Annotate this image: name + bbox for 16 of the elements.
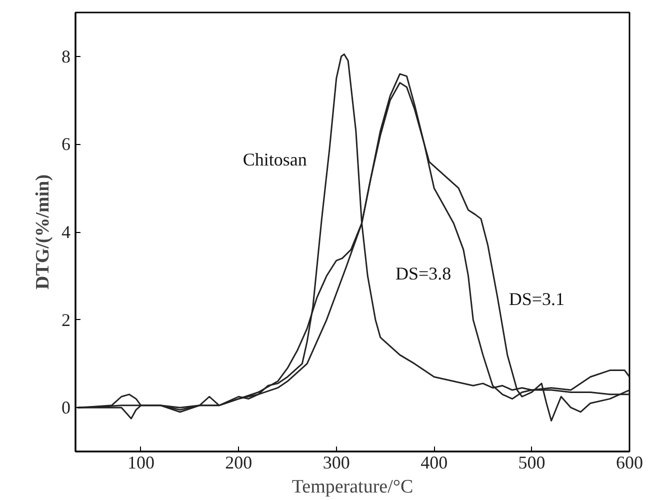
x-tick-label: 600 [616,452,643,472]
y-tick-label: 6 [62,134,70,154]
x-tick-label: 300 [322,452,350,472]
y-axis-title: DTG/(%/min) [32,174,54,290]
x-axis-title: Temperature/°C [292,476,414,498]
x-tick-label: 500 [518,452,546,472]
x-tick-label: 200 [225,452,252,472]
series-label: Chitosan [242,150,307,170]
y-tick-label: 8 [62,46,70,66]
series-label: DS=3.1 [508,289,565,310]
y-tick-label: 2 [62,310,70,330]
x-tick-label: 400 [420,452,448,472]
x-tick-label: 100 [127,452,154,472]
series-label: DS=3.8 [396,263,452,284]
y-tick-label: 0 [62,398,70,418]
y-tick-label: 4 [62,222,70,242]
